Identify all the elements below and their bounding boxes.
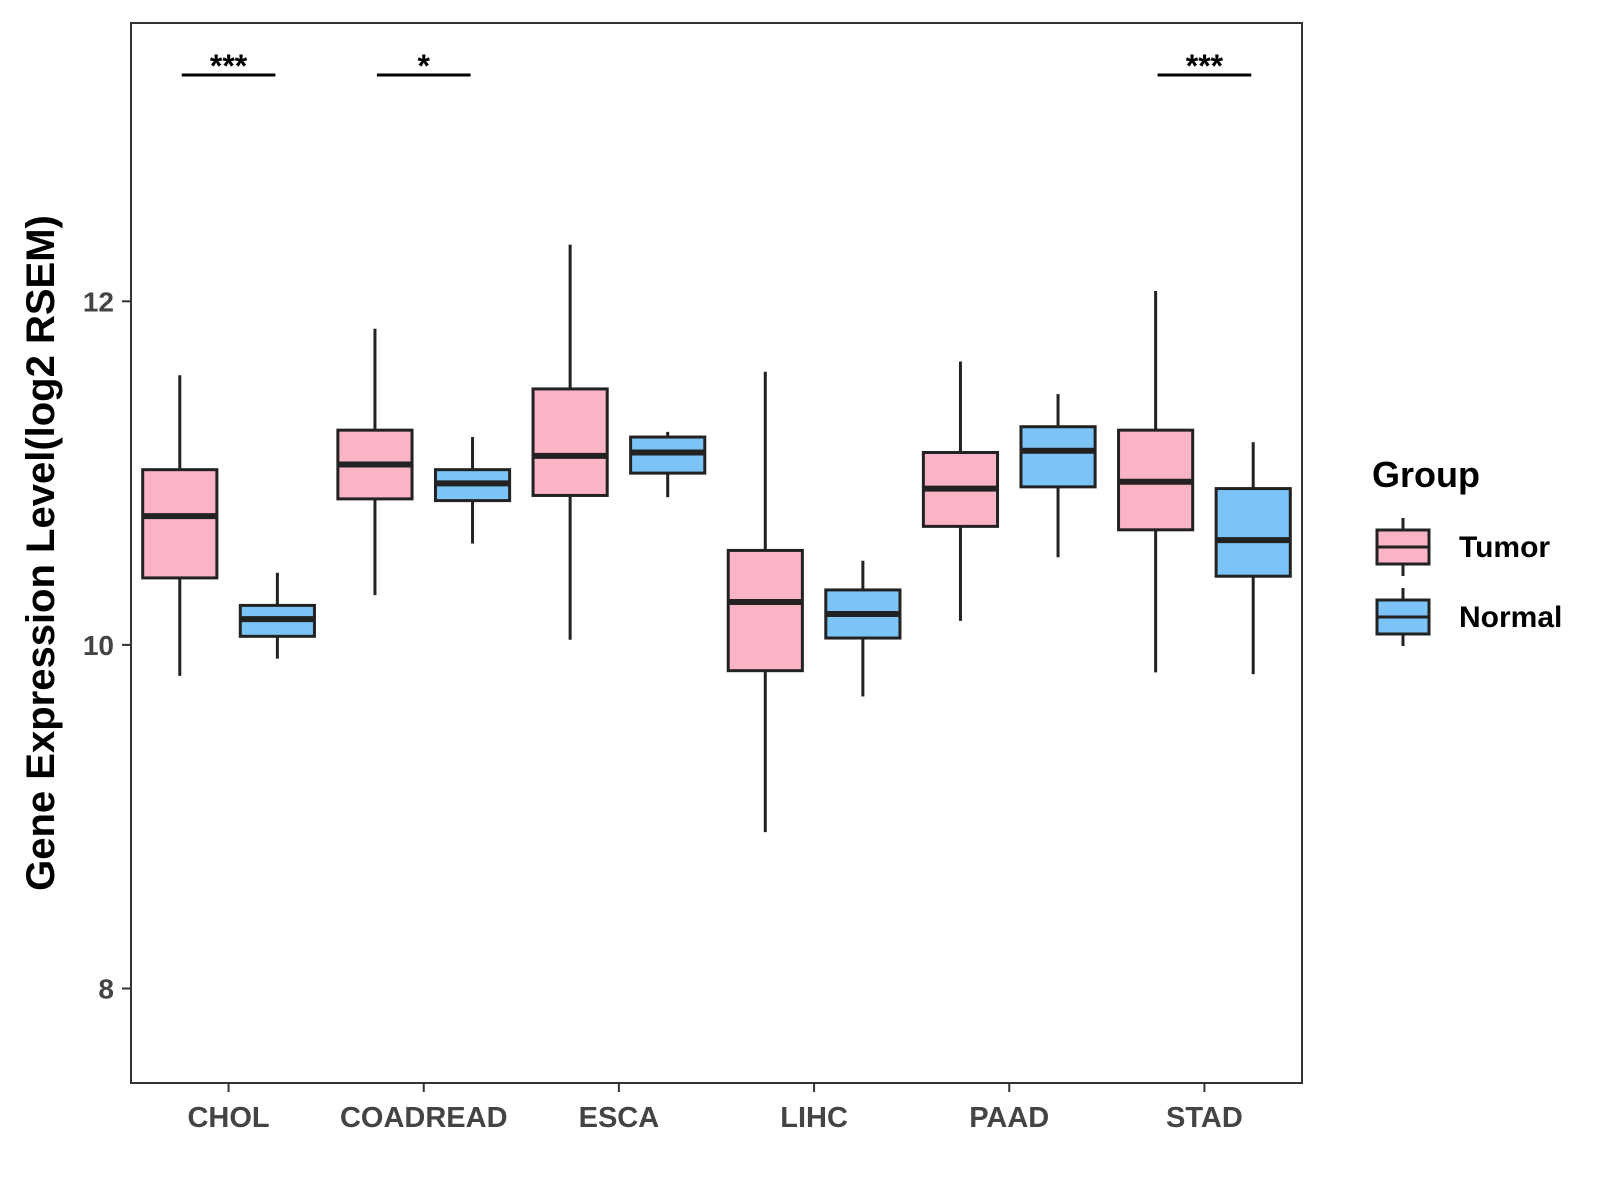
box-tumor-esca [531,244,609,640]
significance-label-coadread: * [418,48,431,84]
box-iqr [531,387,609,497]
plot-panel [130,22,1303,1084]
box-normal-paad [1019,394,1097,558]
box-normal-stad [1214,442,1292,675]
x-axis: CHOL COADREAD ESCA LIHC PAAD STAD [187,1083,1243,1134]
box-normal-chol [238,572,316,659]
y-axis: 8 10 12 [83,286,131,1005]
box-tumor-lihc [726,371,804,833]
box-normal-esca [629,431,707,498]
box-tumor-coadread [336,328,414,596]
box-iqr [141,468,219,580]
legend-title: Group [1372,454,1480,495]
y-tick-label: 12 [83,286,114,317]
box-iqr [726,548,804,673]
significance-label-stad: *** [1186,48,1224,84]
legend-item-tumor: Tumor [1375,518,1550,576]
box-tumor-stad [1117,291,1195,673]
y-tick-label: 8 [98,974,114,1005]
legend-item-normal: Normal [1375,588,1562,646]
significance-label-chol: *** [210,48,248,84]
significance-annotations: *** * *** [181,48,1252,84]
legend-label-tumor: Tumor [1459,531,1550,564]
x-tick-label-lihc: LIHC [780,1102,848,1134]
x-tick-label-esca: ESCA [579,1102,660,1134]
box-iqr [1019,425,1097,489]
y-tick-label: 10 [83,630,114,661]
x-tick-label-stad: STAD [1166,1102,1243,1134]
x-tick-label-paad: PAAD [969,1102,1049,1134]
x-tick-label-chol: CHOL [187,1102,269,1134]
box-tumor-paad [921,361,1000,621]
box-normal-lihc [824,560,902,697]
y-axis-title: Gene Expression Level(log2 RSEM) [19,215,63,891]
box-iqr [1214,487,1292,578]
box-tumor-chol [141,375,219,676]
legend-label-normal: Normal [1459,601,1562,634]
box-series [141,244,1292,833]
legend: Group Tumor Normal [1372,454,1562,646]
x-tick-label-coadread: COADREAD [340,1102,508,1134]
box-normal-coadread [433,437,512,544]
